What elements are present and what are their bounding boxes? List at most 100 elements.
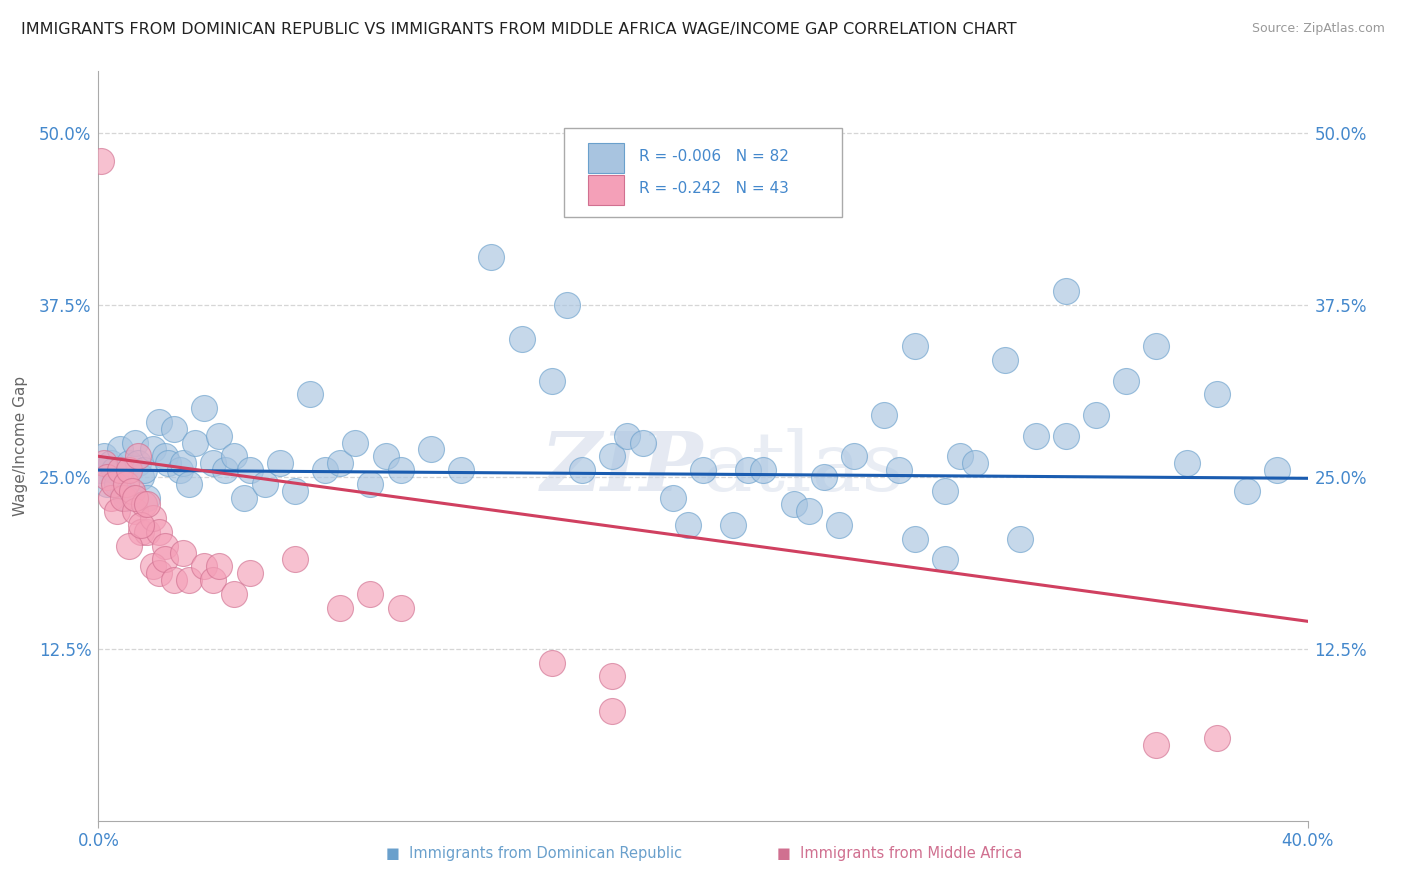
Point	[148, 524, 170, 539]
FancyBboxPatch shape	[564, 128, 842, 218]
Point	[124, 435, 146, 450]
Point	[904, 339, 927, 353]
Point	[661, 491, 683, 505]
Point	[96, 476, 118, 491]
Point	[360, 476, 382, 491]
Point	[179, 573, 201, 587]
Point	[129, 518, 152, 533]
Point	[132, 463, 155, 477]
Point	[142, 559, 165, 574]
Point	[269, 456, 291, 470]
Point	[602, 450, 624, 464]
Point	[360, 587, 382, 601]
Text: R = -0.242   N = 43: R = -0.242 N = 43	[638, 181, 789, 195]
Point	[1010, 532, 1032, 546]
Bar	[588, 175, 624, 205]
Point	[135, 524, 157, 539]
Point	[96, 470, 118, 484]
Text: atlas: atlas	[703, 428, 905, 508]
Point	[153, 552, 176, 566]
Point	[1144, 339, 1167, 353]
Point	[163, 573, 186, 587]
Point	[949, 450, 972, 464]
Point	[232, 491, 254, 505]
Point	[1144, 738, 1167, 752]
Point	[344, 435, 367, 450]
Point	[202, 573, 225, 587]
Point	[389, 463, 412, 477]
Point	[994, 353, 1017, 368]
Point	[1206, 387, 1229, 401]
Point	[124, 491, 146, 505]
Point	[797, 504, 820, 518]
Point	[208, 428, 231, 442]
Point	[1206, 731, 1229, 746]
Point	[239, 566, 262, 581]
Point	[540, 374, 562, 388]
Text: IMMIGRANTS FROM DOMINICAN REPUBLIC VS IMMIGRANTS FROM MIDDLE AFRICA WAGE/INCOME : IMMIGRANTS FROM DOMINICAN REPUBLIC VS IM…	[21, 22, 1017, 37]
Point	[148, 415, 170, 429]
Point	[103, 476, 125, 491]
Point	[873, 408, 896, 422]
Point	[555, 298, 578, 312]
Point	[540, 656, 562, 670]
Point	[93, 450, 115, 464]
Point	[114, 476, 136, 491]
Point	[224, 587, 246, 601]
Point	[142, 511, 165, 525]
Point	[284, 483, 307, 498]
Point	[135, 498, 157, 512]
Point	[1054, 428, 1077, 442]
Point	[163, 422, 186, 436]
Y-axis label: Wage/Income Gap: Wage/Income Gap	[13, 376, 28, 516]
Point	[169, 463, 191, 477]
Point	[965, 456, 987, 470]
Point	[108, 463, 131, 477]
Text: Source: ZipAtlas.com: Source: ZipAtlas.com	[1251, 22, 1385, 36]
Point	[676, 518, 699, 533]
Point	[844, 450, 866, 464]
Point	[179, 476, 201, 491]
Point	[214, 463, 236, 477]
Point	[193, 559, 215, 574]
Point	[118, 456, 141, 470]
Text: R = -0.006   N = 82: R = -0.006 N = 82	[638, 149, 789, 163]
Point	[127, 456, 149, 470]
Point	[329, 456, 352, 470]
Point	[118, 463, 141, 477]
Point	[299, 387, 322, 401]
Point	[114, 491, 136, 505]
Point	[103, 463, 125, 477]
Point	[100, 456, 122, 470]
Point	[148, 566, 170, 581]
Point	[129, 524, 152, 539]
Point	[631, 435, 654, 450]
Point	[202, 456, 225, 470]
Point	[752, 463, 775, 477]
Point	[142, 442, 165, 457]
Point	[1175, 456, 1198, 470]
Point	[1054, 285, 1077, 299]
Point	[889, 463, 911, 477]
Point	[184, 435, 207, 450]
Point	[737, 463, 759, 477]
Point	[420, 442, 443, 457]
Point	[1115, 374, 1137, 388]
Point	[692, 463, 714, 477]
Point	[1024, 428, 1046, 442]
Point	[284, 552, 307, 566]
Point	[129, 470, 152, 484]
Point	[118, 539, 141, 553]
Point	[121, 483, 143, 498]
Point	[329, 600, 352, 615]
Point	[132, 498, 155, 512]
Point	[253, 476, 276, 491]
Text: ZIP: ZIP	[540, 428, 703, 508]
Point	[135, 491, 157, 505]
Point	[156, 456, 179, 470]
Point	[172, 545, 194, 559]
Point	[602, 704, 624, 718]
Point	[105, 476, 128, 491]
Bar	[588, 143, 624, 172]
Point	[208, 559, 231, 574]
